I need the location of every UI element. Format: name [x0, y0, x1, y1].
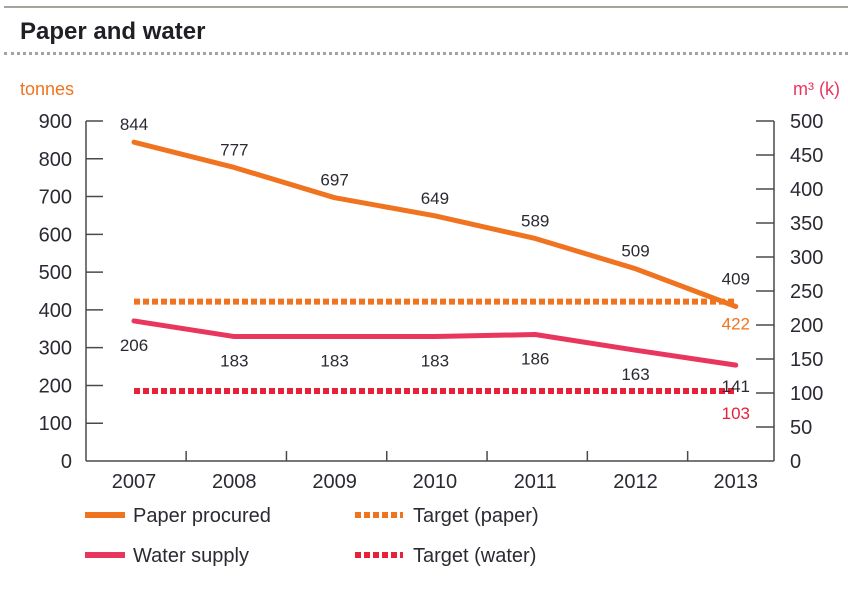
top-rule — [4, 6, 848, 8]
water-data-label: 206 — [120, 336, 148, 355]
paper-data-label: 844 — [120, 115, 148, 134]
left-axis-tick-label: 200 — [39, 375, 72, 397]
right-axis-tick-label: 500 — [790, 111, 823, 133]
x-axis-tick-label: 2008 — [212, 471, 257, 493]
x-axis-tick-label: 2007 — [112, 471, 157, 493]
paper-data-label: 649 — [421, 189, 449, 208]
left-axis-tick-label: 800 — [39, 149, 72, 171]
paper-data-label: 777 — [220, 140, 248, 159]
target-paper-label: 422 — [722, 315, 750, 334]
right-axis-tick-label: 350 — [790, 213, 823, 235]
paper-data-label: 509 — [621, 242, 649, 261]
right-axis-tick-label: 50 — [790, 417, 812, 439]
title-dotted-rule — [4, 52, 848, 55]
left-axis-tick-label: 100 — [39, 413, 72, 435]
left-axis-tick-label: 0 — [61, 451, 72, 473]
paper-data-label: 697 — [320, 171, 348, 190]
legend-label: Target (paper) — [413, 505, 539, 527]
chart-title: Paper and water — [20, 18, 206, 45]
paper-data-label: 409 — [722, 269, 750, 288]
paper-data-label: 589 — [521, 211, 549, 230]
left-axis-tick-label: 900 — [39, 111, 72, 133]
right-axis-tick-label: 150 — [790, 349, 823, 371]
right-axis-tick-label: 300 — [790, 247, 823, 269]
water-supply-line — [131, 318, 739, 368]
x-axis-tick-label: 2010 — [413, 471, 458, 493]
right-axis-tick-label: 200 — [790, 315, 823, 337]
legend-label: Paper procured — [133, 505, 271, 527]
water-data-label: 183 — [421, 352, 449, 371]
right-axis-tick-label: 100 — [790, 383, 823, 405]
left-axis-unit: tonnes — [20, 79, 74, 99]
left-axis-tick-label: 500 — [39, 262, 72, 284]
right-axis-tick-label: 400 — [790, 179, 823, 201]
water-data-label: 163 — [621, 365, 649, 384]
paper-procured-line — [131, 139, 739, 309]
right-axis-tick-label: 0 — [790, 451, 801, 473]
water-data-label: 186 — [521, 350, 549, 369]
water-data-label: 183 — [320, 352, 348, 371]
water-data-label: 141 — [722, 377, 750, 396]
x-axis-tick-label: 2011 — [514, 471, 557, 493]
left-axis-tick-label: 400 — [39, 300, 72, 322]
right-axis-unit: m³ (k) — [793, 79, 840, 99]
right-axis-tick-label: 450 — [790, 145, 823, 167]
left-axis-tick-label: 700 — [39, 187, 72, 209]
legend-label: Water supply — [133, 545, 249, 567]
target-water-label: 103 — [722, 404, 750, 423]
x-axis-tick-label: 2012 — [613, 471, 658, 493]
x-axis-tick-label: 2013 — [714, 471, 759, 493]
legend-label: Target (water) — [413, 545, 536, 567]
x-axis-tick-label: 2009 — [312, 471, 357, 493]
water-data-label: 183 — [220, 352, 248, 371]
right-axis-tick-label: 250 — [790, 281, 823, 303]
left-axis-tick-label: 600 — [39, 224, 72, 246]
left-axis-tick-label: 300 — [39, 338, 72, 360]
